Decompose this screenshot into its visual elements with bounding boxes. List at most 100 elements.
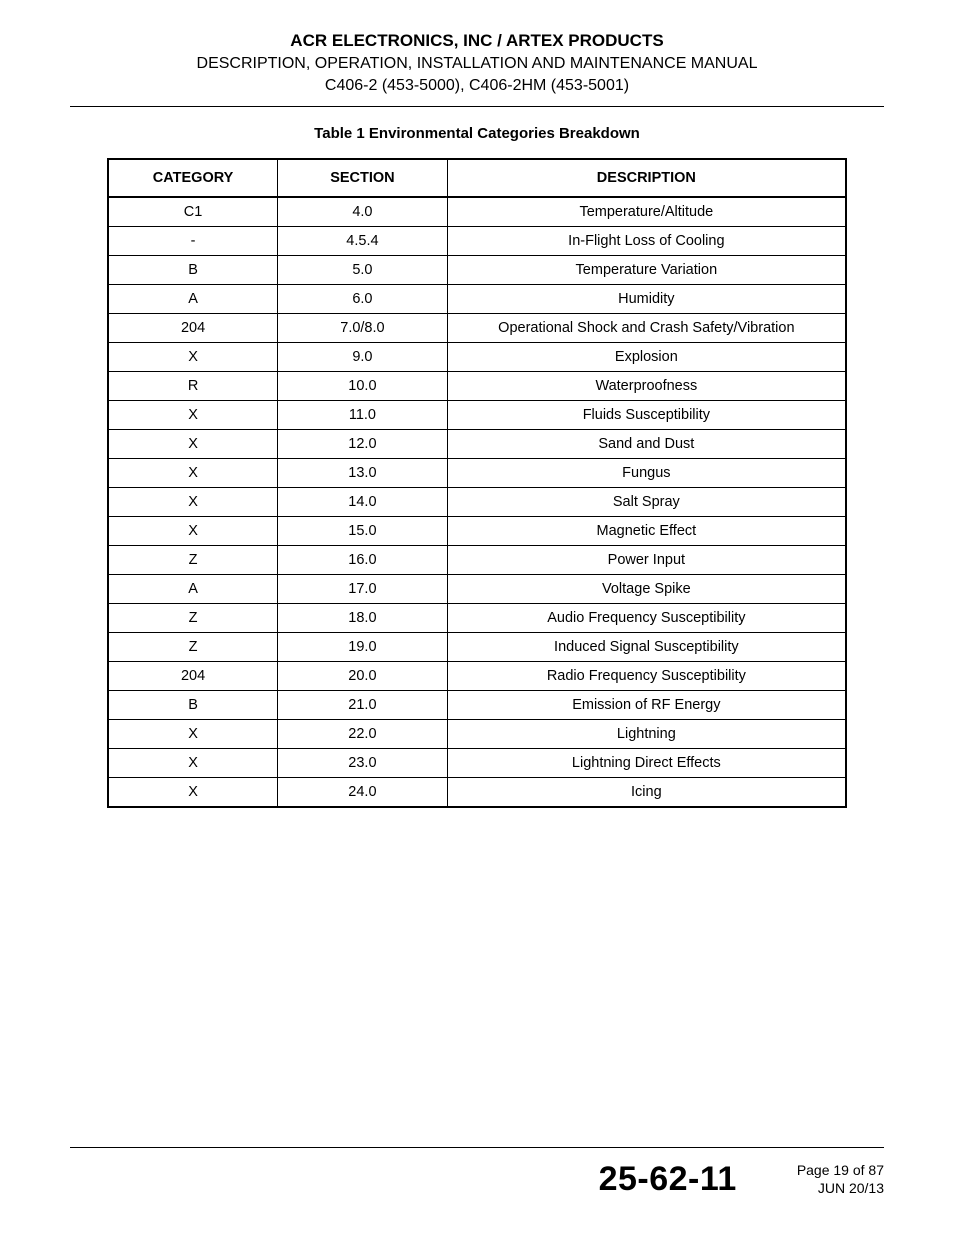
- cell-section: 10.0: [278, 372, 448, 401]
- cell-section: 17.0: [278, 575, 448, 604]
- table-row: 2047.0/8.0Operational Shock and Crash Sa…: [108, 314, 846, 343]
- cell-description: Sand and Dust: [447, 430, 846, 459]
- page-footer: 25-62-11 Page 19 of 87 JUN 20/13: [70, 1147, 884, 1199]
- col-header-section: SECTION: [278, 159, 448, 197]
- table-row: X24.0Icing: [108, 778, 846, 808]
- page-date: JUN 20/13: [797, 1180, 884, 1198]
- table-row: R10.0Waterproofness: [108, 372, 846, 401]
- cell-section: 4.0: [278, 197, 448, 227]
- table-row: X9.0Explosion: [108, 343, 846, 372]
- cell-category: A: [108, 285, 278, 314]
- cell-category: X: [108, 459, 278, 488]
- cell-category: A: [108, 575, 278, 604]
- table-row: X22.0Lightning: [108, 720, 846, 749]
- cell-section: 18.0: [278, 604, 448, 633]
- environmental-categories-table: CATEGORY SECTION DESCRIPTION C14.0Temper…: [107, 158, 847, 808]
- cell-description: Humidity: [447, 285, 846, 314]
- table-row: X15.0Magnetic Effect: [108, 517, 846, 546]
- cell-category: B: [108, 256, 278, 285]
- table-row: Z16.0Power Input: [108, 546, 846, 575]
- cell-category: X: [108, 343, 278, 372]
- cell-description: Induced Signal Susceptibility: [447, 633, 846, 662]
- table-row: -4.5.4In-Flight Loss of Cooling: [108, 227, 846, 256]
- page-info: Page 19 of 87 JUN 20/13: [797, 1162, 884, 1197]
- cell-description: Waterproofness: [447, 372, 846, 401]
- cell-description: Radio Frequency Susceptibility: [447, 662, 846, 691]
- cell-category: Z: [108, 604, 278, 633]
- cell-section: 12.0: [278, 430, 448, 459]
- footer-rule: [70, 1147, 884, 1148]
- col-header-category: CATEGORY: [108, 159, 278, 197]
- footer-row: 25-62-11 Page 19 of 87 JUN 20/13: [70, 1160, 884, 1199]
- cell-section: 5.0: [278, 256, 448, 285]
- cell-section: 6.0: [278, 285, 448, 314]
- table-row: A6.0Humidity: [108, 285, 846, 314]
- cell-category: Z: [108, 633, 278, 662]
- cell-description: Icing: [447, 778, 846, 808]
- cell-section: 13.0: [278, 459, 448, 488]
- cell-description: Magnetic Effect: [447, 517, 846, 546]
- page: ACR ELECTRONICS, INC / ARTEX PRODUCTS DE…: [0, 0, 954, 1235]
- cell-category: 204: [108, 662, 278, 691]
- table-row: 20420.0Radio Frequency Susceptibility: [108, 662, 846, 691]
- cell-description: Power Input: [447, 546, 846, 575]
- header-manual-title: DESCRIPTION, OPERATION, INSTALLATION AND…: [70, 53, 884, 75]
- cell-section: 14.0: [278, 488, 448, 517]
- cell-description: In-Flight Loss of Cooling: [447, 227, 846, 256]
- cell-description: Temperature/Altitude: [447, 197, 846, 227]
- table-row: B5.0Temperature Variation: [108, 256, 846, 285]
- cell-description: Emission of RF Energy: [447, 691, 846, 720]
- doc-number: 25-62-11: [599, 1160, 737, 1199]
- cell-description: Lightning Direct Effects: [447, 749, 846, 778]
- cell-section: 4.5.4: [278, 227, 448, 256]
- cell-section: 15.0: [278, 517, 448, 546]
- header-rule: [70, 106, 884, 107]
- cell-section: 11.0: [278, 401, 448, 430]
- col-header-description: DESCRIPTION: [447, 159, 846, 197]
- cell-category: C1: [108, 197, 278, 227]
- table-row: Z18.0Audio Frequency Susceptibility: [108, 604, 846, 633]
- cell-section: 21.0: [278, 691, 448, 720]
- cell-category: X: [108, 778, 278, 808]
- cell-category: X: [108, 517, 278, 546]
- table-row: C14.0Temperature/Altitude: [108, 197, 846, 227]
- cell-section: 9.0: [278, 343, 448, 372]
- table-row: X12.0Sand and Dust: [108, 430, 846, 459]
- cell-description: Fluids Susceptibility: [447, 401, 846, 430]
- table-row: X14.0Salt Spray: [108, 488, 846, 517]
- header-company: ACR ELECTRONICS, INC / ARTEX PRODUCTS: [70, 30, 884, 53]
- cell-category: X: [108, 749, 278, 778]
- cell-section: 24.0: [278, 778, 448, 808]
- cell-section: 16.0: [278, 546, 448, 575]
- cell-category: R: [108, 372, 278, 401]
- cell-section: 20.0: [278, 662, 448, 691]
- cell-category: X: [108, 488, 278, 517]
- cell-section: 19.0: [278, 633, 448, 662]
- table-row: A17.0Voltage Spike: [108, 575, 846, 604]
- table-row: X13.0Fungus: [108, 459, 846, 488]
- cell-section: 7.0/8.0: [278, 314, 448, 343]
- page-label: Page 19 of 87: [797, 1162, 884, 1180]
- cell-category: X: [108, 430, 278, 459]
- cell-category: B: [108, 691, 278, 720]
- page-header: ACR ELECTRONICS, INC / ARTEX PRODUCTS DE…: [70, 30, 884, 102]
- cell-description: Operational Shock and Crash Safety/Vibra…: [447, 314, 846, 343]
- cell-description: Salt Spray: [447, 488, 846, 517]
- cell-section: 22.0: [278, 720, 448, 749]
- cell-description: Lightning: [447, 720, 846, 749]
- cell-category: -: [108, 227, 278, 256]
- table-row: X23.0Lightning Direct Effects: [108, 749, 846, 778]
- header-models: C406-2 (453-5000), C406-2HM (453-5001): [70, 75, 884, 97]
- cell-description: Explosion: [447, 343, 846, 372]
- cell-description: Temperature Variation: [447, 256, 846, 285]
- table-header-row: CATEGORY SECTION DESCRIPTION: [108, 159, 846, 197]
- table-row: Z19.0Induced Signal Susceptibility: [108, 633, 846, 662]
- cell-category: X: [108, 401, 278, 430]
- cell-category: X: [108, 720, 278, 749]
- table-body: C14.0Temperature/Altitude-4.5.4In-Flight…: [108, 197, 846, 807]
- table-row: X11.0Fluids Susceptibility: [108, 401, 846, 430]
- cell-description: Fungus: [447, 459, 846, 488]
- cell-description: Voltage Spike: [447, 575, 846, 604]
- cell-category: 204: [108, 314, 278, 343]
- cell-section: 23.0: [278, 749, 448, 778]
